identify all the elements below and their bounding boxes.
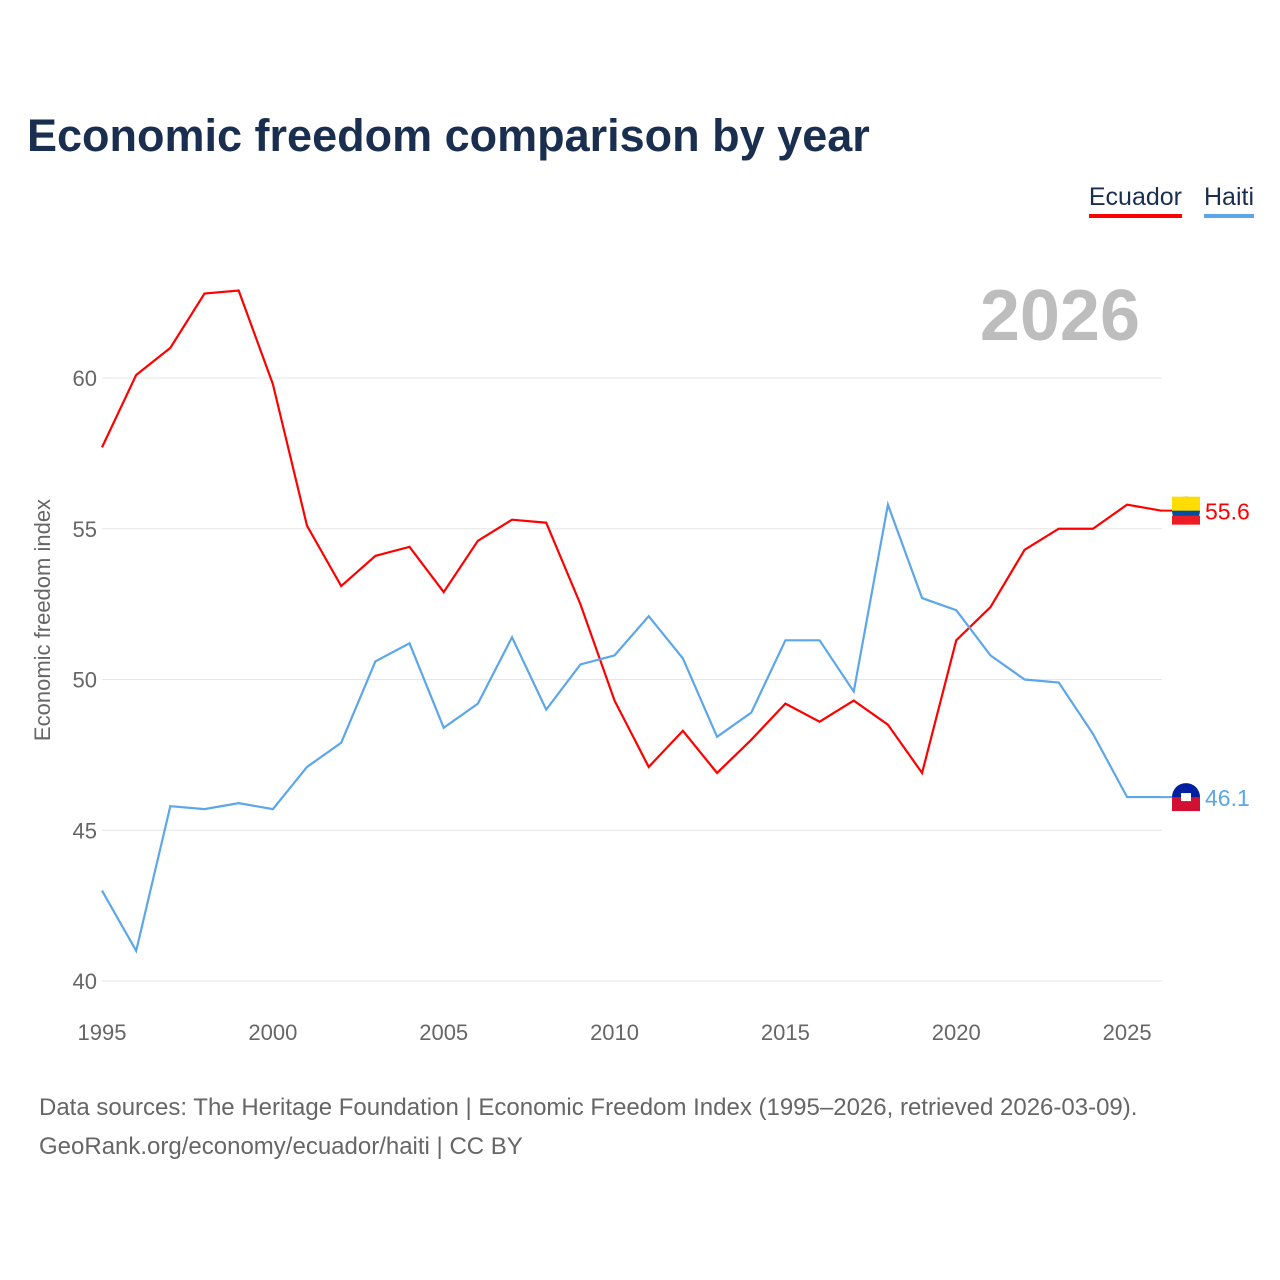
y-tick-label: 40 [73,969,97,994]
x-tick-label: 1995 [78,1020,127,1045]
x-tick-label: 2020 [932,1020,981,1045]
series-line-haiti [101,500,1162,954]
y-tick-label: 50 [73,668,97,693]
legend-haiti[interactable]: Haiti [1203,183,1254,218]
haiti-flag-red [1172,797,1200,812]
year-watermark: 2026 [980,276,1140,356]
ecuador-flag-yellow [1172,496,1200,511]
end-value-label-ecuador: 55.6 [1205,499,1250,525]
haiti-flag-emblem [1181,793,1191,802]
source-line-2: GeoRank.org/economy/ecuador/haiti | CC B… [39,1133,523,1160]
y-tick-label: 45 [73,818,97,843]
source-note: Data sources: The Heritage Foundation | … [39,1088,1137,1166]
legend: Ecuador Haiti [1088,183,1254,218]
series-line-ecuador [101,289,1162,776]
y-axis-label: Economic freedom index [30,499,55,741]
x-tick-label: 2000 [248,1020,297,1045]
y-tick-label: 55 [73,517,97,542]
x-tick-label: 2025 [1103,1020,1152,1045]
x-tick-label: 2005 [419,1020,468,1045]
legend-ecuador[interactable]: Ecuador [1088,183,1182,218]
chart-title: Economic freedom comparison by year [27,110,870,161]
source-line-1: Data sources: The Heritage Foundation | … [39,1094,1138,1121]
x-tick-label: 2010 [590,1020,639,1045]
y-tick-label: 60 [73,366,97,391]
end-value-label-haiti: 46.1 [1205,785,1250,811]
x-tick-label: 2015 [761,1020,810,1045]
ecuador-flag-red [1172,515,1200,525]
